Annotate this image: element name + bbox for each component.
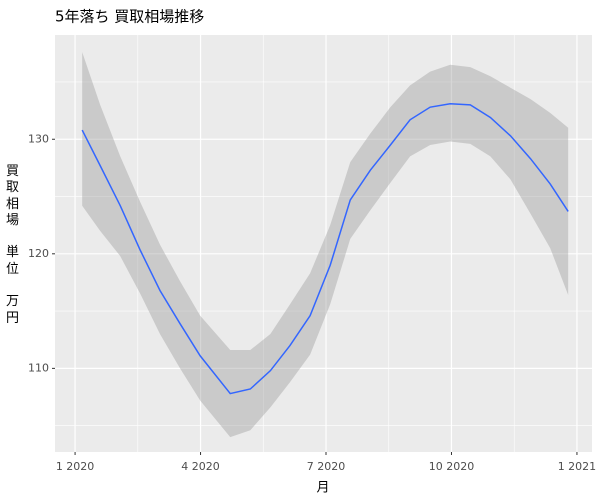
y-tick-label: 110 [28,361,49,374]
y-tick-label: 130 [28,132,49,145]
x-tick-label: 1 2020 [56,460,95,473]
y-axis-label: 買取相場 単位 万円 [6,164,20,326]
x-tick-label: 4 2020 [181,460,220,473]
smooth-line [81,102,569,395]
y-tick-label: 120 [28,247,49,260]
x-tick-label: 7 2020 [307,460,346,473]
x-tick-label: 10 2020 [429,460,475,473]
x-tick-label: 1 2021 [558,460,597,473]
plot-background [55,35,592,452]
x-axis-label: 月 [316,481,329,496]
confidence-band [82,52,569,438]
chart-title: 5年落ち 買取相場推移 [55,8,204,26]
